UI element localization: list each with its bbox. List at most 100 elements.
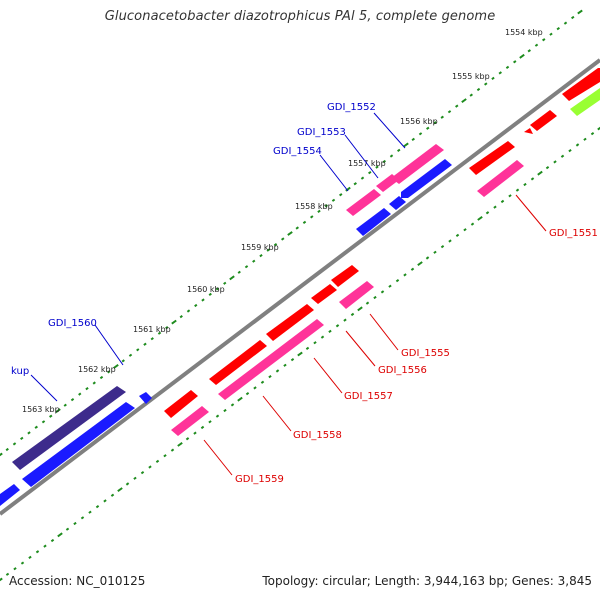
gene-gdi-1557-pink-arrow[interactable]: [218, 319, 324, 400]
outer-tick: [527, 49, 531, 53]
inner-tick: [0, 577, 3, 582]
inner-tick: [553, 160, 557, 164]
scale-label-1559: 1559 kbp: [241, 243, 279, 252]
outer-tick: [534, 43, 539, 47]
outer-tick: [461, 98, 467, 104]
gene-gdi-1559-pink-arrow[interactable]: [171, 406, 209, 436]
outer-tick: [229, 275, 235, 281]
gene-gdi-1559-arrow[interactable]: [164, 390, 198, 418]
outer-tick: [339, 193, 343, 197]
inner-tick-dots: [0, 126, 600, 582]
outer-tick: [63, 403, 67, 407]
outer-tick: [5, 447, 9, 452]
gene-red-tiny-arrow[interactable]: [524, 128, 533, 134]
inner-tick: [117, 487, 123, 493]
outer-tick: [121, 359, 125, 363]
inner-tick: [477, 215, 483, 221]
inner-tick: [163, 454, 167, 458]
inner-tick: [185, 437, 190, 441]
outer-tick: [317, 209, 321, 213]
inner-tick: [410, 267, 415, 271]
inner-tick: [403, 273, 407, 277]
gene-gdi-1551-arrow[interactable]: [469, 141, 515, 175]
outer-tick: [411, 137, 415, 142]
inner-tick: [350, 312, 355, 317]
inner-tick: [283, 363, 287, 367]
gene-top-red-arrow[interactable]: [562, 68, 600, 101]
inner-tick: [373, 295, 377, 300]
gene-blue-1-arrow[interactable]: [401, 159, 452, 198]
inner-tick: [208, 420, 212, 424]
leader-gdi-1554: [319, 154, 349, 192]
gene-red-small-arrow[interactable]: [530, 110, 557, 131]
outer-tick: [157, 331, 162, 335]
outer-tick: [85, 386, 89, 391]
gene-small-blue-arrow[interactable]: [139, 392, 152, 404]
inner-tick: [343, 318, 347, 322]
inner-tick: [140, 470, 145, 475]
outer-tick: [295, 226, 299, 230]
gene-gdi-1560-arrow[interactable]: [22, 402, 135, 487]
gene-gdi-1556-arrow[interactable]: [339, 281, 374, 309]
outer-tick: [128, 353, 133, 357]
inner-tick: [508, 194, 512, 198]
outer-tick: [389, 154, 394, 158]
label-gdi-1557: GDI_1557: [344, 391, 393, 402]
outer-tick: [113, 363, 119, 369]
outer-tick: [433, 121, 437, 125]
outer-tick: [440, 115, 444, 119]
inner-tick: [200, 425, 205, 430]
gene-gdi-1555-arrow[interactable]: [331, 265, 359, 287]
outer-tick: [505, 65, 510, 70]
gene-left-blue-arrow[interactable]: [0, 484, 20, 506]
inner-tick: [537, 170, 543, 176]
scale-label-1556: 1556 kbp: [400, 117, 438, 126]
inner-tick: [523, 182, 527, 187]
outer-tick-dots: [0, 9, 583, 457]
outer-tick: [143, 342, 147, 346]
outer-tick: [78, 392, 82, 396]
gene-gdi-1558-arrow[interactable]: [209, 340, 267, 385]
inner-tick: [223, 408, 227, 413]
gene-top-lime-arrow[interactable]: [570, 88, 600, 116]
inner-tick: [73, 521, 77, 526]
inner-tick: [268, 374, 272, 379]
inner-tick: [328, 329, 332, 334]
inner-tick: [155, 459, 160, 464]
gene-gdi-1552-arrow[interactable]: [391, 144, 444, 184]
label-gdi-1556: GDI_1556: [378, 365, 427, 376]
gene-kup-arrow[interactable]: [12, 386, 126, 470]
inner-tick: [493, 205, 497, 209]
outer-tick: [208, 292, 212, 296]
inner-tick: [170, 448, 175, 452]
inner-tick: [125, 482, 130, 486]
inner-tick: [433, 250, 437, 254]
inner-tick: [365, 301, 370, 305]
outer-tick: [491, 76, 495, 81]
inner-tick: [357, 306, 363, 312]
inner-tick: [230, 403, 235, 407]
leader-gdi-1551: [515, 194, 547, 232]
outer-tick: [27, 431, 31, 435]
inner-tick: [290, 357, 295, 362]
inner-tick: [5, 572, 10, 576]
outer-tick: [577, 9, 583, 15]
gene-gdi-1554-arrow[interactable]: [346, 189, 381, 216]
scale-label-1561: 1561 kbp: [133, 325, 171, 334]
outer-tick: [556, 26, 560, 31]
outer-tick: [484, 82, 488, 86]
gene-blue-3-arrow[interactable]: [356, 208, 391, 236]
label-gdi-1553: GDI_1553: [297, 127, 346, 138]
gene-blue-2-arrow[interactable]: [389, 196, 406, 210]
gene-gdi-1551-pink-arrow[interactable]: [477, 160, 524, 197]
outer-tick: [49, 414, 53, 418]
outer-tick: [549, 32, 553, 36]
inner-tick: [388, 284, 392, 288]
inner-tick: [95, 504, 100, 509]
gene-gdi-1553-arrow[interactable]: [376, 174, 399, 192]
gene-gdi-1557-arrow[interactable]: [266, 304, 314, 341]
outer-tick: [469, 93, 473, 97]
outer-tick: [287, 231, 293, 236]
gene-gdi-1555b-arrow[interactable]: [311, 284, 337, 304]
